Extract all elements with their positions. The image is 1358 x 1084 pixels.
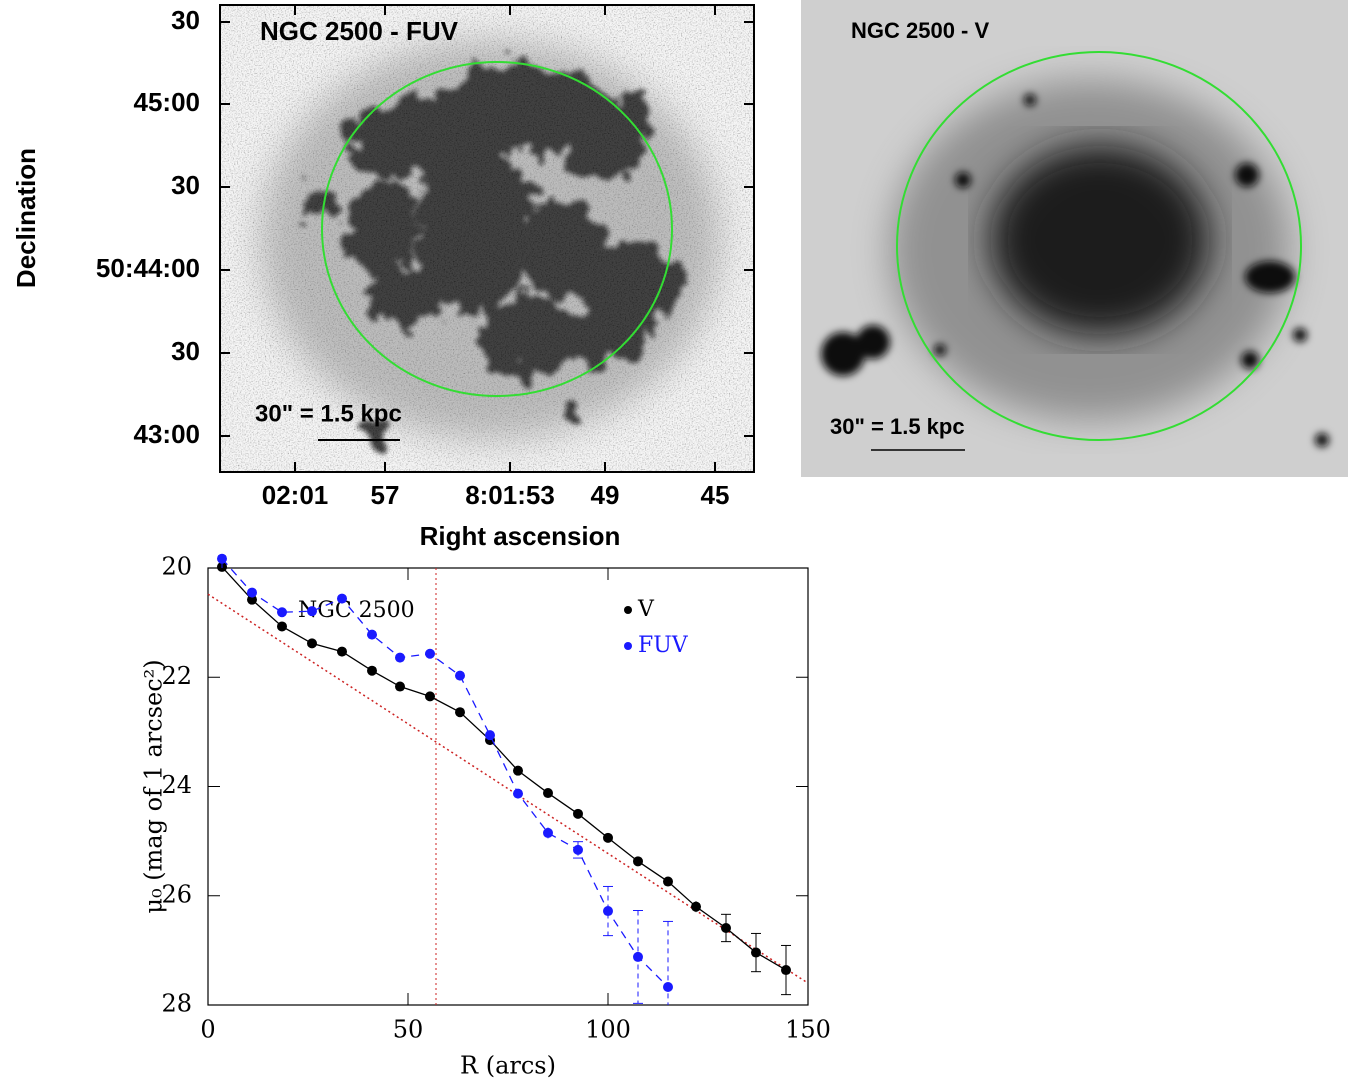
data-point xyxy=(543,827,553,838)
data-point xyxy=(633,951,643,962)
profile-chart: 0 50 100 150 20 22 24 26 28 R (arcs) μ₀ (mag of 1 … xyxy=(140,553,831,1080)
frame-ticks xyxy=(220,5,754,472)
y-tick-label: 30 xyxy=(171,170,200,200)
data-point xyxy=(425,648,435,659)
scale-label: 30" = 1.5 kpc xyxy=(830,414,965,439)
series-line xyxy=(221,566,787,971)
x-tick-label: 57 xyxy=(371,480,400,510)
data-point xyxy=(217,553,227,564)
data-point xyxy=(277,607,287,618)
legend-marker xyxy=(624,642,632,650)
y-tick-label: 22 xyxy=(161,662,192,690)
aperture-circle xyxy=(321,61,673,397)
image-feature xyxy=(1315,433,1329,447)
image-feature xyxy=(1024,94,1036,106)
y-tick-label: 50:44:00 xyxy=(96,253,200,283)
data-point xyxy=(663,981,673,992)
annotation: NGC 2500 xyxy=(298,598,415,623)
fit-line xyxy=(207,593,809,984)
data-point xyxy=(573,844,583,855)
x-tick-label: 50 xyxy=(393,1016,424,1044)
y-tick-label: 20 xyxy=(161,553,192,581)
data-point xyxy=(337,646,347,657)
data-point xyxy=(395,652,405,663)
x-tick-label: 100 xyxy=(585,1016,631,1044)
legend-label: V xyxy=(637,597,655,622)
stars xyxy=(821,94,1329,447)
y-tick-label: 28 xyxy=(161,990,192,1018)
x-tick-label: 0 xyxy=(200,1016,215,1044)
data-point xyxy=(603,906,613,917)
data-point xyxy=(425,691,435,702)
image-feature xyxy=(856,325,890,359)
image-feature xyxy=(1293,328,1307,342)
data-point xyxy=(395,681,405,692)
data-point xyxy=(691,901,701,912)
x-axis-label: R (arcs) xyxy=(460,1052,556,1080)
image-feature xyxy=(821,332,865,376)
legend-marker xyxy=(624,606,632,614)
plot-frame xyxy=(207,567,809,1006)
x-tick-label: 02:01 xyxy=(262,480,329,510)
data-point xyxy=(781,965,791,976)
data-point xyxy=(455,707,465,718)
data-point xyxy=(247,594,257,605)
data-point xyxy=(543,788,553,799)
data-point xyxy=(455,670,465,681)
x-tick-label: 49 xyxy=(591,480,620,510)
data-point xyxy=(367,629,377,640)
frame xyxy=(219,4,755,473)
x-tick-label: 8:01:53 xyxy=(465,480,555,510)
aperture-circle xyxy=(896,51,1302,441)
data-point xyxy=(277,621,287,632)
data-point xyxy=(337,593,347,604)
v-image xyxy=(801,0,1348,477)
y-tick-label: 24 xyxy=(161,771,192,799)
data-point xyxy=(513,765,523,776)
y-tick-label: 43:00 xyxy=(134,419,201,449)
y-tick-label: 30 xyxy=(171,336,200,366)
y-axis-label: μ₀ (mag of 1 arcsec²) xyxy=(140,659,168,913)
image-feature xyxy=(1245,261,1295,293)
y-tick-label: 30 xyxy=(171,5,200,35)
panel-title: NGC 2500 - FUV xyxy=(260,16,459,46)
data-point xyxy=(663,876,673,887)
x-tick-label: 45 xyxy=(701,480,730,510)
scale-label: 30" = 1.5 kpc xyxy=(255,400,402,427)
data-point xyxy=(603,832,613,843)
y-axis-label: Declination xyxy=(11,148,41,288)
data-point xyxy=(721,922,731,933)
x-tick-label: 150 xyxy=(785,1016,831,1044)
data-point xyxy=(485,730,495,741)
data-point xyxy=(367,665,377,676)
data-point xyxy=(247,587,257,598)
image-feature xyxy=(1235,163,1259,187)
x-axis-label: Right ascension xyxy=(420,521,621,551)
data-point xyxy=(513,788,523,799)
y-tick-label: 26 xyxy=(161,880,192,908)
panel-title: NGC 2500 - V xyxy=(851,18,989,43)
data-point xyxy=(307,606,317,617)
data-point xyxy=(573,808,583,819)
fuv-image xyxy=(220,5,754,472)
image-feature xyxy=(1241,351,1259,369)
y-tick-label: 45:00 xyxy=(134,87,201,117)
data-point xyxy=(307,638,317,649)
image-feature xyxy=(955,172,971,188)
data-point xyxy=(751,947,761,958)
legend-label: FUV xyxy=(638,633,689,658)
noise-overlay xyxy=(220,5,754,472)
image-feature xyxy=(934,344,946,356)
series-line xyxy=(221,558,669,988)
core xyxy=(990,145,1210,335)
data-point xyxy=(633,856,643,867)
